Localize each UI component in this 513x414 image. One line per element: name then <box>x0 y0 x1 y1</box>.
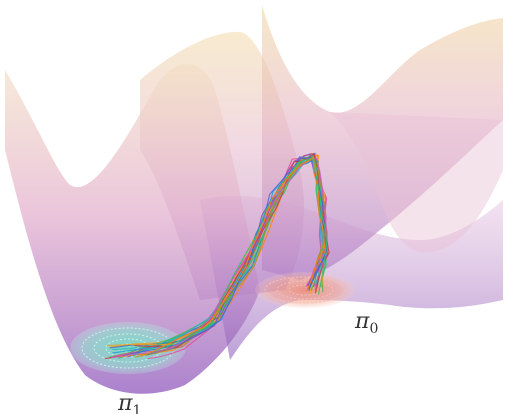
source-label: π1 <box>117 391 141 414</box>
target-distribution <box>255 272 355 308</box>
target-label: π0 <box>354 309 378 337</box>
